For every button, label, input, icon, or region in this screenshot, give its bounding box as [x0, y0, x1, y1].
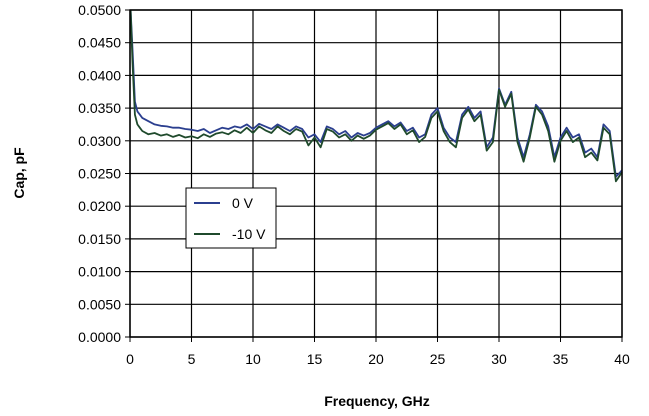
y-tick-label: 0.0100 — [78, 264, 121, 280]
series-line-0v — [129, 9, 623, 178]
x-tick-label: 0 — [126, 351, 134, 367]
y-tick-label: 0.0450 — [78, 35, 121, 51]
x-tick-label: 15 — [307, 351, 323, 367]
x-tick-label: 5 — [188, 351, 196, 367]
y-tick-label: 0.0500 — [78, 2, 121, 18]
x-tick-label: 40 — [614, 351, 630, 367]
y-tick-label: 0.0250 — [78, 166, 121, 182]
x-tick-label: 35 — [553, 351, 569, 367]
y-axis-title: Cap, pF — [11, 147, 27, 199]
x-tick-label: 25 — [430, 351, 446, 367]
y-tick-label: 0.0200 — [78, 198, 121, 214]
y-tick-label: 0.0150 — [78, 231, 121, 247]
series-layer — [129, 9, 623, 183]
x-tick-label: 10 — [245, 351, 261, 367]
y-tick-labels: 0.0000 0.0050 0.0100 0.0150 0.0200 0.0250 0.03… — [78, 2, 121, 345]
series-line-minus-10v — [129, 9, 623, 183]
x-tick-label: 30 — [491, 351, 507, 367]
y-tick-label: 0.0400 — [78, 67, 121, 83]
plot-frame — [129, 9, 623, 338]
y-tick-label: 0.0000 — [78, 329, 121, 345]
legend-label-0v: 0 V — [232, 195, 254, 211]
legend-label-minus-10v: -10 V — [232, 226, 266, 242]
y-tick-label: 0.0350 — [78, 100, 121, 116]
legend: 0 V -10 V — [185, 187, 277, 249]
y-tick-label: 0.0050 — [78, 296, 121, 312]
x-axis-title: Frequency, GHz — [324, 393, 430, 409]
y-tick-label: 0.0300 — [78, 133, 121, 149]
legend-box — [185, 187, 277, 249]
x-tick-label: 20 — [368, 351, 384, 367]
x-tick-labels: 0 5 10 15 20 25 30 35 40 — [126, 351, 630, 367]
